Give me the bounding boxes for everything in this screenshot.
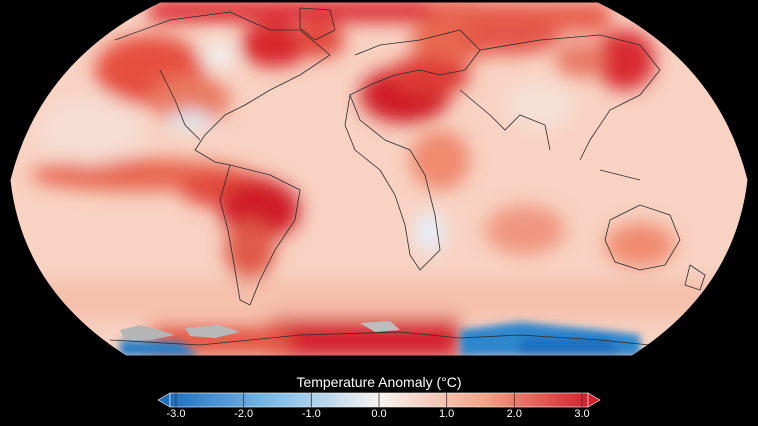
colorbar-tick-label: 0.0 xyxy=(371,408,387,420)
colorbar-legend: Temperature Anomaly (°C) -3.0 -2.0 -1.0 0.0… xyxy=(0,370,758,426)
global-temperature-anomaly-map xyxy=(9,1,749,357)
anomaly-blobs xyxy=(30,2,720,356)
globe-outline xyxy=(9,1,749,357)
colorbar-min-arrow xyxy=(157,392,171,408)
colorbar-tick-label: 1.0 xyxy=(439,408,455,420)
colorbar-tick-label: 2.0 xyxy=(506,408,522,420)
colorbar-ticks xyxy=(175,393,583,407)
colorbar-tick-label: -3.0 xyxy=(166,408,186,420)
colorbar xyxy=(157,392,601,408)
colorbar-tick-label: 3.0 xyxy=(574,408,590,420)
coastlines xyxy=(109,7,706,346)
colorbar-max-arrow xyxy=(587,392,601,408)
legend-title: Temperature Anomaly (°C) xyxy=(296,374,462,390)
colorbar-tick-label: -2.0 xyxy=(234,408,254,420)
no-data-regions xyxy=(120,321,400,340)
colorbar-tick-label: -1.0 xyxy=(301,408,321,420)
anomaly-field xyxy=(10,2,748,356)
map-canvas xyxy=(9,1,749,357)
